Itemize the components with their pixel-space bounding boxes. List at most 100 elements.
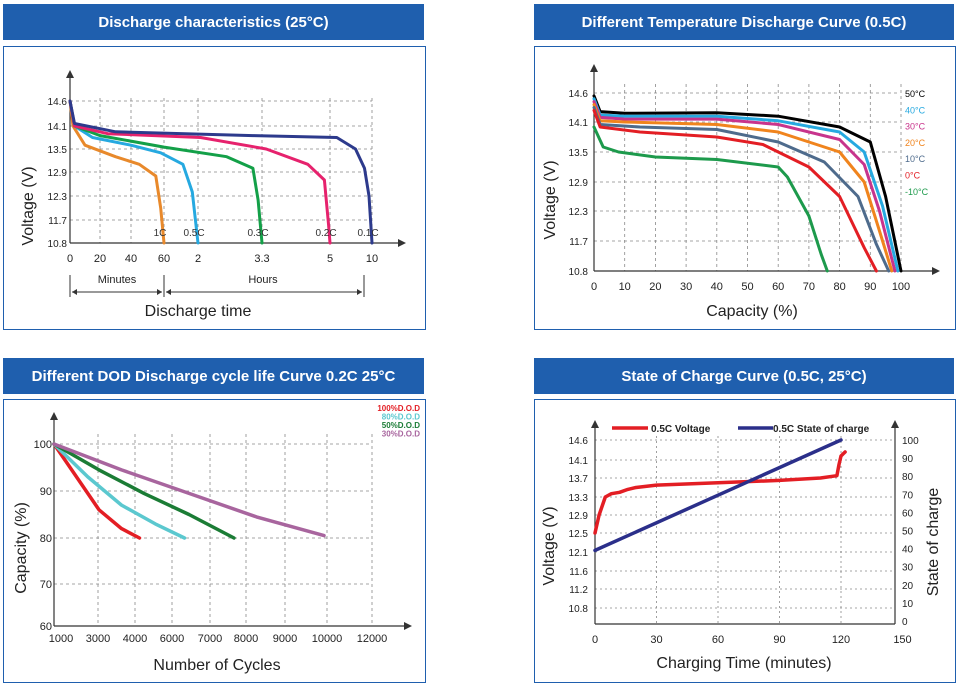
series-line-10-c	[592, 106, 891, 273]
x-axis-label: Discharge time	[145, 303, 252, 320]
panel-1-title: Discharge characteristics (25°C)	[3, 4, 424, 40]
chart3-y2-arrow	[891, 420, 899, 428]
y-tick-label: 11.2	[569, 585, 588, 596]
chart0-y-arrow	[66, 70, 74, 78]
y-tick-label: 80	[40, 533, 52, 545]
y2-tick-label: 100	[902, 436, 919, 447]
y-tick-label: 10.8	[569, 604, 589, 615]
y-tick-label: 13.5	[569, 148, 589, 159]
x-tick-label: 150	[893, 634, 911, 646]
legend-entry-30-d-o-d: 30%D.O.D	[382, 430, 420, 439]
y2-tick-label: 60	[902, 508, 914, 519]
x-tick-label: 40	[125, 253, 137, 265]
chart0-x-arrow	[398, 239, 406, 247]
chart1-y-arrow	[590, 64, 598, 72]
series-label-0-2c: 0.2C	[315, 228, 336, 239]
x-tick-label: 6000	[160, 633, 184, 645]
series-line-100-d-o-d	[52, 442, 142, 540]
y2-axis-label: State of charge	[925, 488, 942, 597]
x-tick-label: 0	[591, 281, 597, 293]
x-tick-label: 100	[892, 281, 910, 293]
x-tick-label: 60	[772, 281, 784, 293]
x-tick-label: 90	[864, 281, 876, 293]
x-tick-label: 5	[327, 253, 333, 265]
hours-label: Hours	[248, 274, 278, 286]
x-tick-label: 1000	[49, 633, 73, 645]
y-tick-label: 13.7	[569, 474, 589, 485]
x-tick-label: 30	[680, 281, 692, 293]
panel-4-frame	[534, 399, 956, 683]
series-line-30-d-o-d	[52, 442, 326, 538]
y2-tick-label: 20	[902, 581, 914, 592]
series-label-0-3c: 0.3C	[247, 228, 268, 239]
x-tick-label: 10	[619, 281, 631, 293]
x-tick-label: 80	[833, 281, 845, 293]
y-tick-label: 11.6	[569, 567, 588, 578]
chart2-x-arrow	[404, 622, 412, 630]
y-tick-label: 70	[40, 579, 52, 591]
y-tick-label: 10.8	[569, 267, 589, 278]
series-line-0-5c-voltage	[593, 450, 847, 535]
x-tick-label: 20	[649, 281, 661, 293]
bracket-arrowhead	[357, 289, 362, 295]
chart2-y-arrow	[50, 412, 58, 420]
legend-entry-100-d-o-d: 100%D.O.D	[377, 404, 420, 413]
x-tick-label: 20	[94, 253, 106, 265]
y-tick-label: 12.3	[48, 192, 68, 203]
x-tick-label: 0	[67, 253, 73, 265]
series-label-0-1c: 0.1C	[357, 228, 378, 239]
x-tick-label: 3000	[86, 633, 110, 645]
legend-entry-50-c: 50°C	[905, 89, 926, 99]
y-tick-label: 14.6	[569, 436, 589, 447]
x-tick-label: 9000	[273, 633, 297, 645]
series-line-50-c	[592, 94, 903, 273]
y-tick-label: 14.6	[48, 97, 68, 108]
x-tick-label: 2	[195, 253, 201, 265]
y2-tick-label: 80	[902, 472, 914, 483]
y-axis-label: Voltage (V)	[542, 160, 559, 239]
legend-entry-30-c: 30°C	[905, 122, 926, 132]
y-tick-label: 12.1	[569, 548, 589, 559]
legend-entry-20-c: 20°C	[905, 138, 926, 148]
series-line-30-c	[592, 100, 897, 273]
x-axis-label: Charging Time (minutes)	[656, 655, 831, 672]
x-tick-label: 7000	[198, 633, 222, 645]
y-tick-label: 12.9	[48, 168, 68, 179]
chart3-y-arrow	[591, 420, 599, 428]
series-line-0-1c	[68, 99, 374, 245]
y2-tick-label: 90	[902, 454, 914, 465]
y-tick-label: 14.1	[48, 122, 68, 133]
y2-tick-label: 30	[902, 563, 914, 574]
x-tick-label: 4000	[123, 633, 147, 645]
x-tick-label: 50	[741, 281, 753, 293]
x-tick-label: 40	[711, 281, 723, 293]
x-tick-label: 3.3	[254, 253, 269, 265]
x-tick-label: 60	[712, 634, 724, 646]
series-label-0-5c: 0.5C	[183, 228, 204, 239]
series-line-10-c	[592, 125, 829, 273]
bracket-arrowhead	[72, 289, 77, 295]
legend-entry-40-c: 40°C	[905, 105, 926, 115]
y-tick-label: 14.6	[569, 89, 589, 100]
x-tick-label: 8000	[234, 633, 258, 645]
x-tick-label: 12000	[357, 633, 388, 645]
x-tick-label: 120	[832, 634, 850, 646]
legend-entry-0-c: 0°C	[905, 171, 921, 181]
y-tick-label: 12.9	[569, 178, 589, 189]
x-axis-label: Number of Cycles	[153, 657, 280, 674]
y2-tick-label: 10	[902, 599, 914, 610]
y-axis-label: Capacity (%)	[13, 502, 30, 594]
series-line-0-2c	[68, 99, 332, 245]
series-line-40-c	[592, 97, 900, 273]
series-line-80-d-o-d	[52, 442, 187, 540]
legend-entry-10-c: 10°C	[905, 154, 926, 164]
panel-3-title: Different DOD Discharge cycle life Curve…	[3, 358, 424, 394]
series-line-0-c	[592, 108, 878, 273]
y-tick-label: 60	[40, 621, 52, 633]
y-axis-label: Voltage (V)	[541, 506, 558, 585]
panel-4-title: State of Charge Curve (0.5C, 25°C)	[534, 358, 954, 394]
